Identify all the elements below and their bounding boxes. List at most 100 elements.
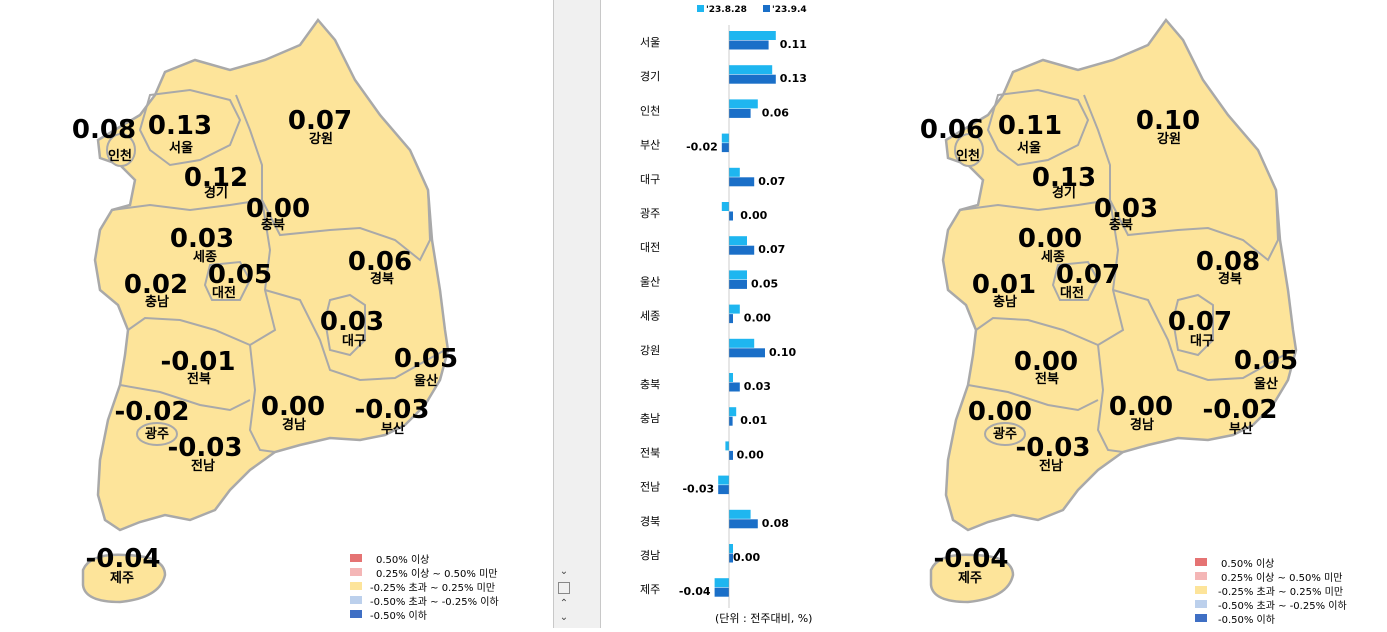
region-name: 충남 bbox=[993, 294, 1017, 310]
legend-swatch bbox=[350, 610, 362, 618]
bar-curr bbox=[729, 245, 755, 255]
region-value: 0.03 bbox=[170, 224, 234, 254]
category-label: 대전 bbox=[640, 241, 660, 254]
region-value: 0.02 bbox=[124, 270, 188, 300]
bar-chart-panel: '23.8.28 '23.9.4 서울 0.11 경기 0.13 인천 0.06 부산 -0.… bbox=[600, 0, 840, 628]
region-value: -0.02 bbox=[1203, 395, 1278, 425]
category-label: 전남 bbox=[640, 481, 660, 494]
category-label: 인천 bbox=[640, 103, 660, 117]
region-value: 0.00 bbox=[1014, 347, 1078, 377]
region-value: 0.06 bbox=[920, 115, 984, 145]
legend-label: -0.50% 이하 bbox=[1218, 613, 1275, 626]
region-value: 0.07 bbox=[288, 106, 352, 136]
korea-map-shape-right bbox=[941, 17, 1298, 532]
region-value: 0.12 bbox=[184, 163, 248, 193]
category-label: 부산 bbox=[640, 139, 660, 152]
bar-prev bbox=[721, 202, 729, 211]
bar-curr bbox=[729, 279, 747, 289]
legend-swatch bbox=[1195, 614, 1207, 622]
bar-prev bbox=[718, 475, 729, 485]
bar-curr bbox=[729, 553, 733, 563]
legend-label: 0.50% 이상 bbox=[376, 554, 429, 566]
region-name: 울산 bbox=[414, 373, 438, 389]
region-name: 충북 bbox=[1109, 217, 1133, 233]
next-page-icon[interactable]: ⌄ bbox=[559, 612, 569, 623]
unit-note: (단위 : 전주대비, %) bbox=[715, 612, 812, 625]
bar-prev bbox=[725, 441, 729, 451]
bar-prev bbox=[729, 407, 737, 417]
region-value: -0.04 bbox=[86, 544, 161, 574]
prev-page-icon[interactable]: ⌃ bbox=[559, 598, 569, 609]
region-value: 0.10 bbox=[1136, 106, 1200, 136]
region-name: 광주 bbox=[145, 427, 169, 442]
region-name: 대전 bbox=[1060, 285, 1084, 301]
bar-prev bbox=[729, 544, 733, 553]
map-right-panel: 0.06 인천 0.11 서울 0.10 강원 0.13 경기 0.03 충북 0.00 세종 0.08… bbox=[840, 0, 1387, 628]
bar-curr bbox=[729, 211, 733, 221]
region-value: 0.08 bbox=[1196, 247, 1260, 277]
bar-prev bbox=[729, 167, 740, 177]
bar-prev bbox=[721, 133, 729, 143]
bar-curr bbox=[729, 40, 769, 50]
legend-swatch bbox=[350, 596, 362, 604]
bar-curr bbox=[729, 74, 776, 84]
bar-prev bbox=[729, 99, 758, 109]
scroll-down-icon[interactable]: ⌄ bbox=[559, 566, 569, 577]
value-label: 0.07 bbox=[758, 175, 785, 188]
region-name: 전북 bbox=[187, 371, 211, 387]
value-label: 0.07 bbox=[758, 243, 785, 256]
value-label: 0.06 bbox=[762, 106, 789, 119]
legend-left: 0.50% 이상 0.25% 이상 ~ 0.50% 미만 -0.25% 초과 ~… bbox=[350, 554, 499, 622]
legend-label: -0.50% 초과 ~ -0.25% 이하 bbox=[370, 595, 499, 608]
value-label: 0.01 bbox=[740, 414, 767, 427]
bar-curr bbox=[729, 450, 733, 460]
region-value: 0.03 bbox=[320, 307, 384, 337]
value-label: 0.13 bbox=[780, 72, 807, 85]
region-name: 서울 bbox=[169, 140, 193, 156]
region-value: 0.11 bbox=[998, 111, 1062, 141]
legend-label: 0.25% 이상 ~ 0.50% 미만 bbox=[376, 568, 497, 580]
category-label: 경남 bbox=[640, 549, 660, 562]
category-label: 제주 bbox=[640, 583, 660, 596]
category-label: 광주 bbox=[640, 207, 660, 220]
bar-curr bbox=[718, 485, 729, 495]
bar-prev bbox=[714, 578, 729, 588]
region-name: 충남 bbox=[145, 294, 169, 310]
bar-prev bbox=[729, 509, 751, 519]
region-value: -0.03 bbox=[1016, 433, 1091, 463]
region-value: 0.00 bbox=[261, 392, 325, 422]
region-value: -0.03 bbox=[355, 395, 430, 425]
region-value: 0.13 bbox=[1032, 163, 1096, 193]
region-borders-right bbox=[929, 88, 1294, 604]
value-label: 0.00 bbox=[737, 448, 764, 461]
bar-prev bbox=[729, 65, 773, 75]
region-name: 인천 bbox=[108, 148, 132, 164]
legend-label: 0.25% 이상 ~ 0.50% 미만 bbox=[1221, 572, 1342, 584]
legend-label: -0.50% 이하 bbox=[370, 609, 427, 622]
region-name: 서울 bbox=[1017, 140, 1041, 156]
category-label: 경북 bbox=[640, 515, 660, 528]
category-label: 전북 bbox=[640, 446, 660, 459]
region-value: 0.06 bbox=[348, 247, 412, 277]
region-name: 대구 bbox=[342, 334, 366, 349]
value-label: 0.03 bbox=[744, 380, 771, 393]
region-value: -0.04 bbox=[934, 544, 1009, 574]
legend-swatch bbox=[1195, 572, 1207, 580]
bar-prev bbox=[729, 236, 747, 246]
bar-chart-svg: '23.8.28 '23.9.4 서울 0.11 경기 0.13 인천 0.06 부산 -0.… bbox=[640, 5, 812, 625]
category-label: 경기 bbox=[640, 70, 660, 83]
value-label: 0.11 bbox=[780, 38, 807, 51]
region-value: 0.01 bbox=[972, 270, 1036, 300]
bar-curr bbox=[729, 108, 751, 118]
legend-right: 0.50% 이상 0.25% 이상 ~ 0.50% 미만 -0.25% 초과 ~… bbox=[1195, 558, 1347, 626]
legend-series-prev: '23.8.28 bbox=[706, 5, 747, 15]
legend-swatch bbox=[1195, 600, 1207, 608]
region-value: 0.00 bbox=[968, 397, 1032, 427]
category-label: 충북 bbox=[640, 378, 660, 391]
region-value: -0.02 bbox=[115, 397, 190, 427]
select-object-icon[interactable] bbox=[558, 582, 570, 594]
value-label: 0.05 bbox=[751, 277, 778, 290]
legend-label: 0.50% 이상 bbox=[1221, 558, 1274, 570]
